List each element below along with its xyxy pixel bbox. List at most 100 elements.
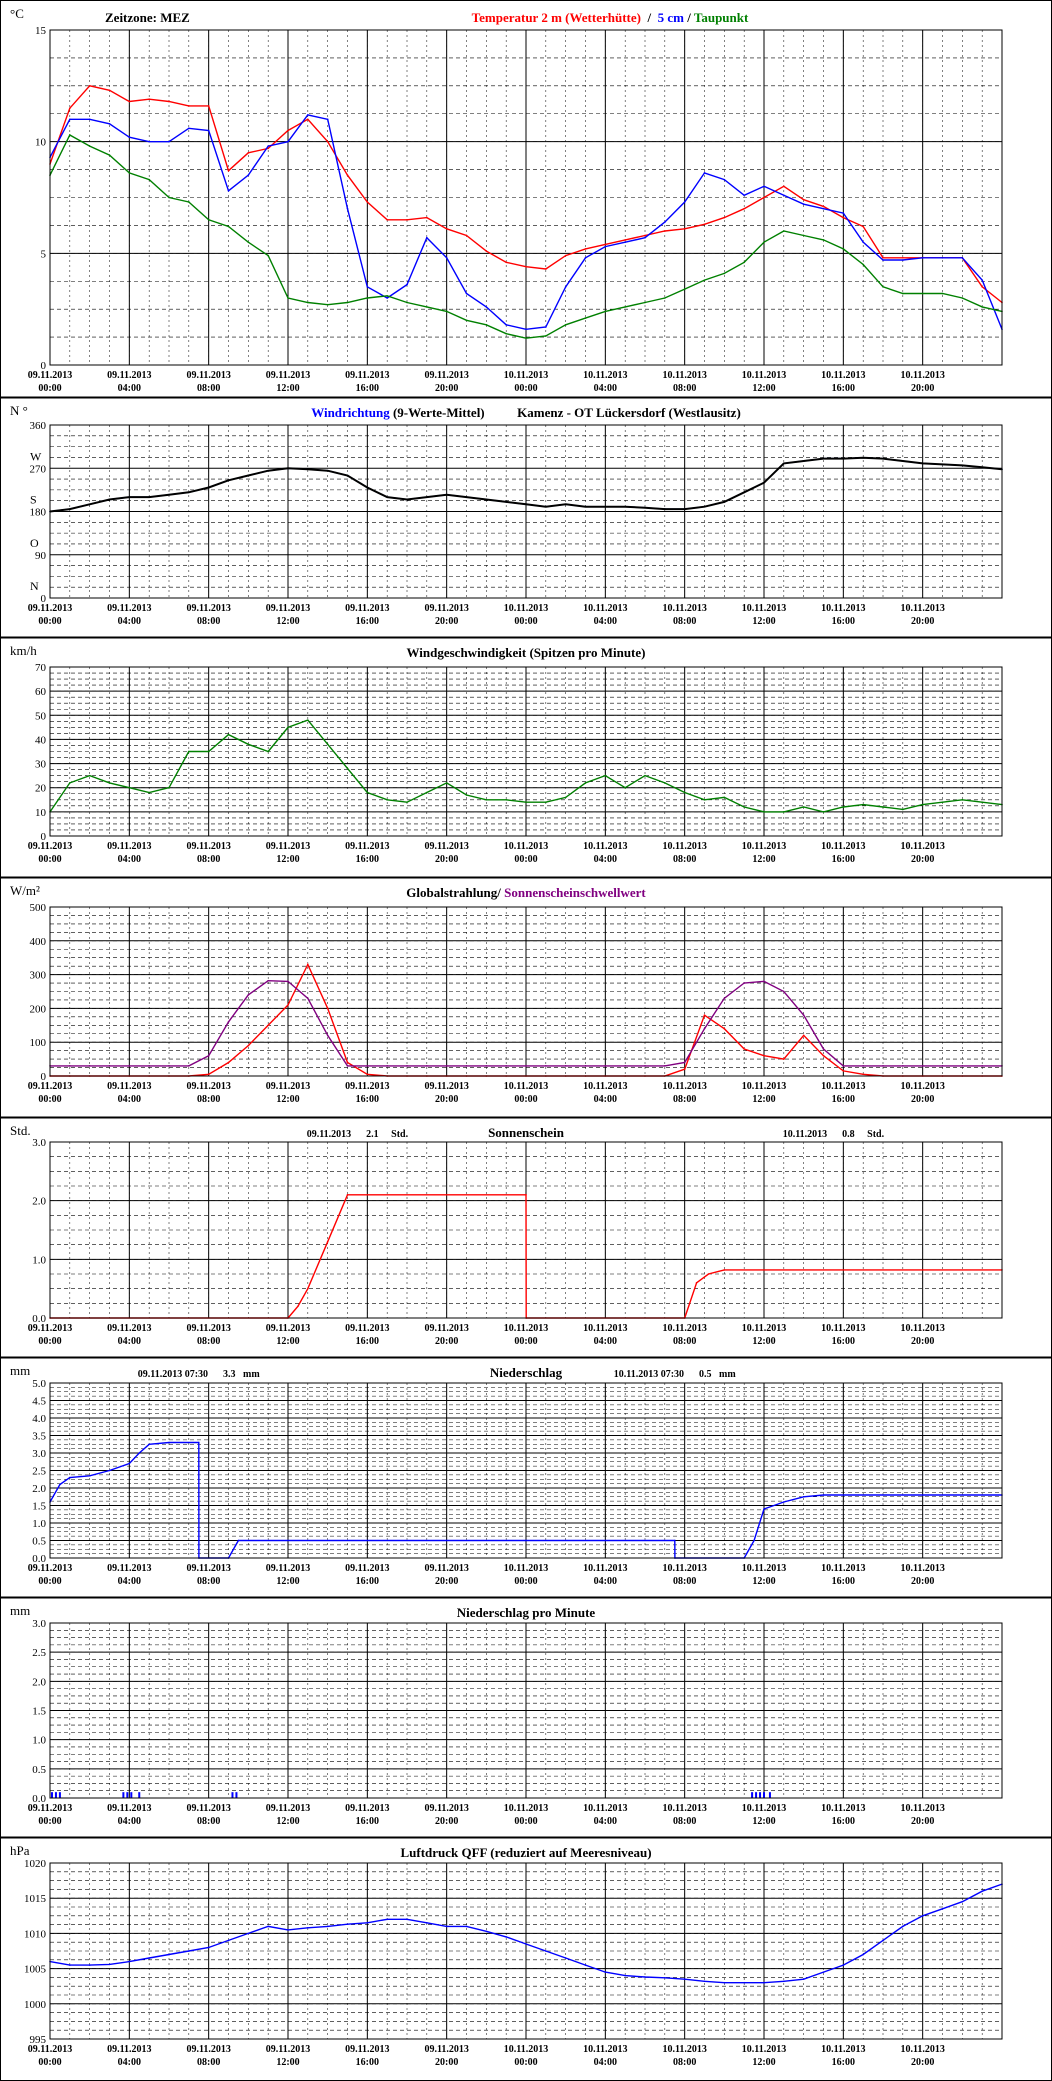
- x-tick-date: 10.11.2013: [821, 1323, 865, 1334]
- data-point: [346, 301, 349, 304]
- x-tick-date: 09.11.2013: [186, 1323, 230, 1334]
- data-point: [842, 248, 845, 250]
- data-point: [267, 145, 269, 147]
- x-tick-date: 10.11.2013: [583, 1803, 627, 1814]
- x-tick-time: 00:00: [38, 1576, 61, 1587]
- data-point: [148, 791, 150, 794]
- data-point: [138, 1452, 141, 1454]
- x-tick-date: 09.11.2013: [28, 370, 72, 381]
- data-point: [723, 216, 726, 219]
- x-tick-date: 09.11.2013: [424, 1563, 468, 1574]
- x-tick-date: 10.11.2013: [583, 841, 627, 852]
- data-point: [802, 234, 805, 237]
- unit-label: mm: [10, 1603, 30, 1618]
- data-point: [862, 263, 864, 266]
- chart-panel-precipitation: 0.0 0.5 1.0 1.5 2.0 2.5 3.0 3.5 4.0 4.5 5.0mm Niede…: [0, 1356, 1052, 1587]
- data-point: [961, 464, 964, 467]
- x-tick-time: 08:00: [673, 854, 696, 865]
- data-point: [683, 1068, 686, 1071]
- data-point: [743, 982, 745, 984]
- x-tick-time: 12:00: [276, 1094, 299, 1105]
- x-tick-time: 16:00: [356, 1816, 379, 1827]
- x-tick-date: 09.11.2013: [28, 603, 72, 614]
- y-tick-label: 0.0: [32, 1793, 46, 1805]
- chart-title-part: Windgeschwindigkeit (Spitzen pro Minute): [407, 645, 646, 660]
- data-point: [227, 1021, 230, 1023]
- data-point: [822, 457, 825, 460]
- data-point: [584, 1065, 587, 1067]
- data-point: [426, 791, 428, 794]
- data-point: [465, 292, 468, 295]
- x-tick-time: 00:00: [514, 1816, 537, 1827]
- x-tick-date: 10.11.2013: [662, 841, 706, 852]
- x-tick-date: 10.11.2013: [504, 370, 548, 381]
- compass-label: N: [30, 579, 39, 593]
- x-tick-time: 16:00: [832, 2057, 855, 2068]
- x-tick-date: 10.11.2013: [504, 2044, 548, 2055]
- x-tick-date: 10.11.2013: [900, 1563, 944, 1574]
- x-tick-date: 09.11.2013: [424, 370, 468, 381]
- data-point: [802, 1495, 805, 1498]
- data-point: [386, 798, 388, 801]
- x-tick-date: 10.11.2013: [583, 370, 627, 381]
- data-point: [683, 227, 686, 230]
- data-point: [128, 100, 131, 103]
- x-tick-time: 16:00: [832, 616, 855, 627]
- data-point: [406, 498, 408, 501]
- bar-precipitation-per-minute: [751, 1792, 754, 1798]
- data-point: [287, 1929, 289, 1931]
- data-point: [445, 1065, 448, 1067]
- y-tick-label: 70: [35, 662, 47, 674]
- data-point: [307, 301, 309, 304]
- data-point: [941, 292, 944, 295]
- data-point: [545, 268, 547, 270]
- data-point: [406, 219, 408, 221]
- bar-precipitation-per-minute: [122, 1792, 125, 1798]
- chart-title-part: (9-Werte-Mittel): [390, 405, 485, 420]
- data-point: [961, 1900, 964, 1903]
- chart-title-part: 5 cm: [658, 10, 685, 25]
- bar-precipitation-per-minute: [54, 1792, 57, 1798]
- data-point: [941, 1907, 944, 1910]
- data-point: [743, 194, 745, 197]
- x-tick-date: 09.11.2013: [424, 603, 468, 614]
- x-tick-date: 09.11.2013: [107, 1323, 151, 1334]
- data-point: [981, 1065, 983, 1067]
- data-point: [326, 118, 329, 121]
- data-point: [644, 301, 646, 304]
- data-point: [525, 1943, 527, 1945]
- data-point: [545, 1065, 547, 1067]
- data-point: [128, 1462, 131, 1465]
- data-point: [326, 1007, 329, 1010]
- x-tick-date: 09.11.2013: [266, 841, 310, 852]
- data-point: [69, 134, 71, 136]
- x-tick-date: 09.11.2013: [345, 370, 389, 381]
- x-tick-time: 16:00: [356, 616, 379, 627]
- x-tick-date: 09.11.2013: [266, 603, 310, 614]
- x-tick-time: 20:00: [911, 1094, 934, 1105]
- x-tick-date: 10.11.2013: [662, 603, 706, 614]
- x-tick-date: 09.11.2013: [424, 2044, 468, 2055]
- x-tick-time: 00:00: [514, 1576, 537, 1587]
- unit-label: W/m²: [10, 883, 40, 898]
- x-tick-date: 09.11.2013: [107, 603, 151, 614]
- data-point: [88, 118, 91, 121]
- chart-title: Niederschlag: [490, 1365, 563, 1380]
- x-tick-date: 09.11.2013: [107, 2044, 151, 2055]
- data-point: [445, 227, 448, 230]
- x-tick-time: 12:00: [752, 383, 775, 394]
- y-tick-label: 2.0: [32, 1196, 46, 1208]
- x-tick-time: 16:00: [356, 1094, 379, 1105]
- x-tick-time: 20:00: [911, 616, 934, 627]
- chart-title: Niederschlag pro Minute: [457, 1605, 596, 1620]
- x-tick-date: 09.11.2013: [345, 2044, 389, 2055]
- x-tick-date: 09.11.2013: [345, 841, 389, 852]
- y-tick-label: 995: [30, 2034, 47, 2046]
- data-point: [624, 1974, 626, 1977]
- data-point: [707, 1273, 710, 1275]
- data-point: [326, 743, 329, 746]
- data-point: [842, 1964, 845, 1966]
- plot-border: [49, 1622, 1003, 1799]
- x-tick-time: 20:00: [435, 1816, 458, 1827]
